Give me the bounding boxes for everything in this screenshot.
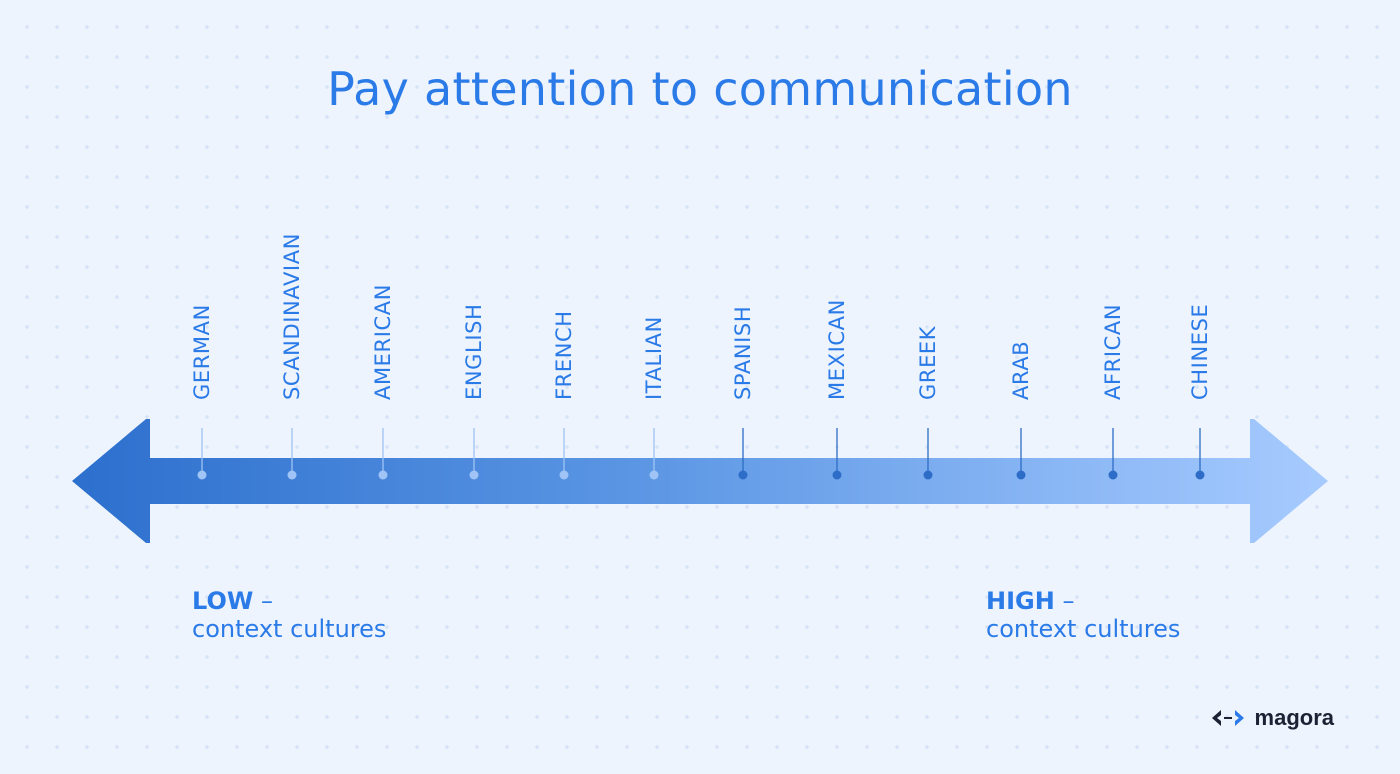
- tick-dot: [1016, 470, 1026, 480]
- tick-dot: [832, 470, 842, 480]
- tick-dot: [469, 470, 479, 480]
- culture-label-text: ENGLISH: [462, 303, 486, 400]
- culture-label-text: GERMAN: [190, 304, 214, 400]
- culture-label-text: SCANDINAVIAN: [280, 233, 304, 400]
- culture-label-text: ITALIAN: [642, 316, 666, 400]
- culture-label-text: AMERICAN: [371, 283, 395, 400]
- arrow-shape: [72, 419, 1328, 543]
- tick-dot: [287, 470, 297, 480]
- low-sublabel: context cultures: [192, 615, 387, 643]
- tick-dot: [738, 470, 748, 480]
- high-context-legend: HIGH – context cultures: [986, 587, 1180, 643]
- tick-dot: [1195, 470, 1205, 480]
- culture-label-text: FRENCH: [552, 310, 576, 400]
- code-arrows-icon: [1211, 710, 1244, 726]
- tick-dot: [923, 470, 933, 480]
- low-label: LOW: [192, 587, 254, 615]
- culture-label-text: AFRICAN: [1101, 303, 1125, 400]
- tick-dot: [378, 470, 388, 480]
- brand-name: magora: [1254, 705, 1334, 730]
- high-label: HIGH: [986, 587, 1055, 615]
- culture-label-text: ARAB: [1009, 340, 1033, 400]
- low-dash: –: [260, 587, 273, 615]
- high-dash: –: [1062, 587, 1075, 615]
- culture-label-text: SPANISH: [731, 305, 755, 400]
- tick-dot: [197, 470, 207, 480]
- brand-logo: magora: [1211, 705, 1334, 731]
- tick-dot: [559, 470, 569, 480]
- culture-label-text: MEXICAN: [825, 299, 849, 400]
- tick-dot: [649, 470, 659, 480]
- culture-label-text: GREEK: [916, 325, 940, 400]
- tick-dot: [1108, 470, 1118, 480]
- high-sublabel: context cultures: [986, 615, 1181, 643]
- page-title: Pay attention to communication: [327, 62, 1073, 116]
- culture-label-text: CHINESE: [1188, 303, 1212, 400]
- low-context-legend: LOW – context cultures: [192, 587, 386, 643]
